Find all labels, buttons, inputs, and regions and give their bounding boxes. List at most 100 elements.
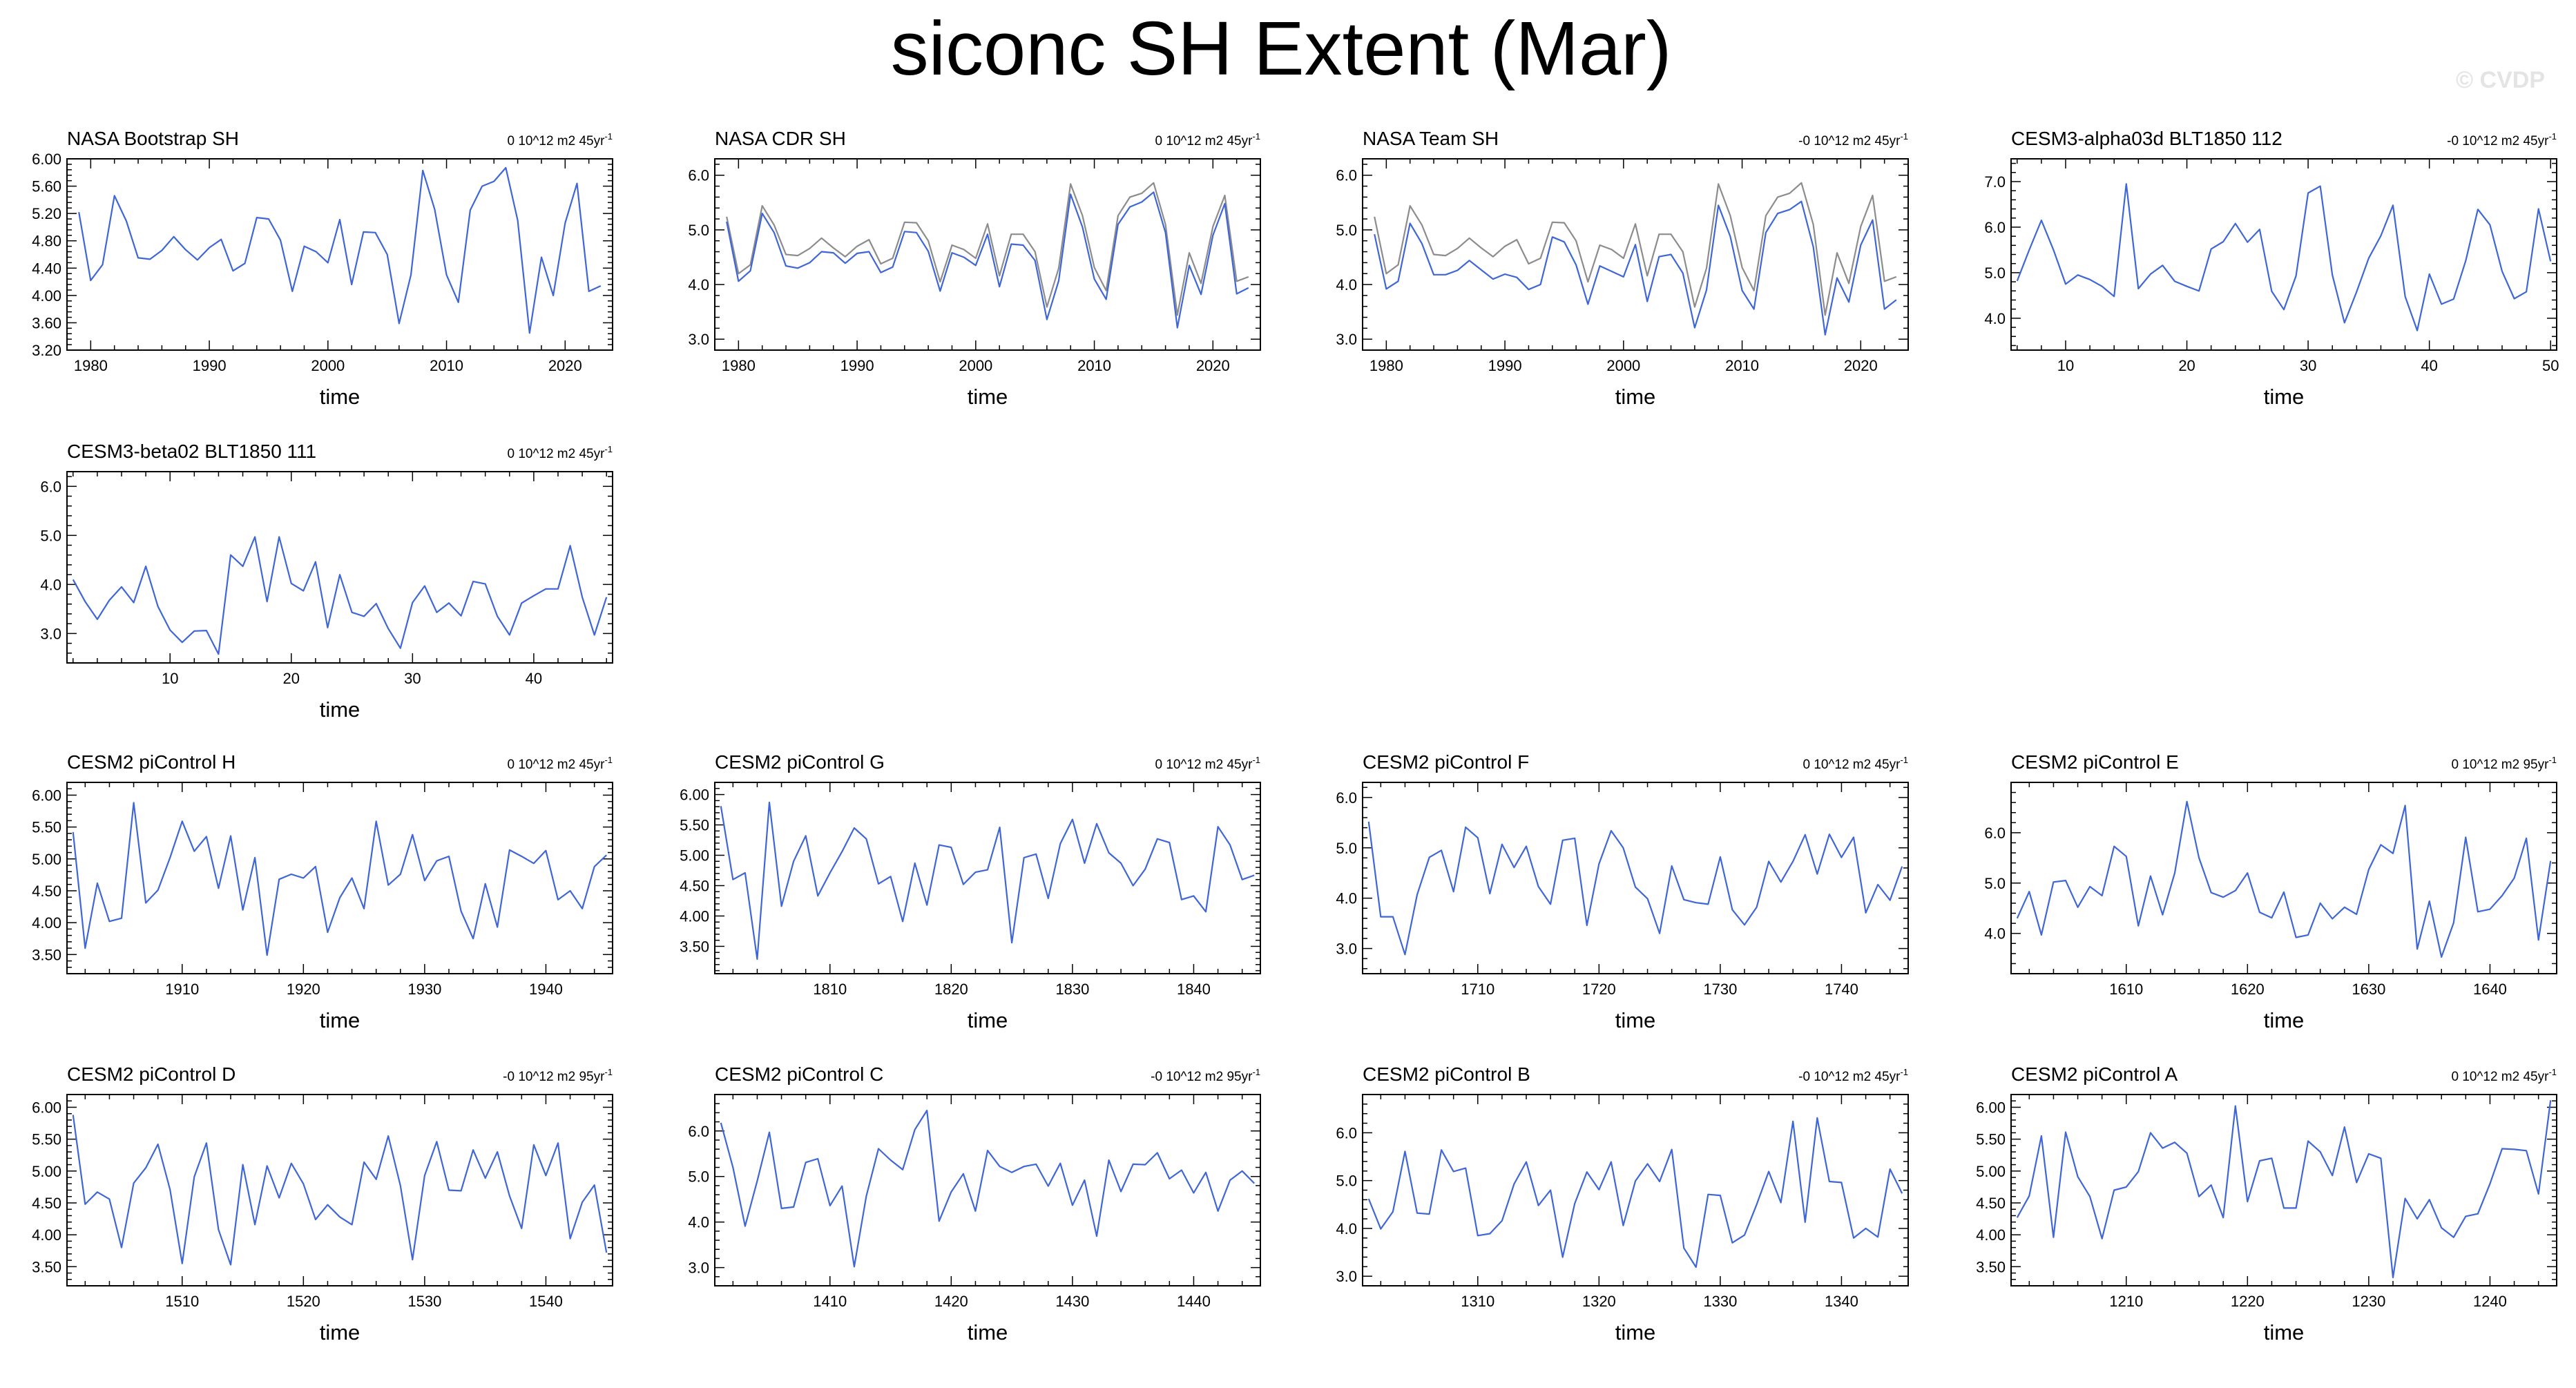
y-tick-label: 4.00	[32, 1226, 61, 1244]
y-tick-label: 4.80	[32, 233, 61, 250]
primary-series-line	[72, 1115, 608, 1266]
panel-title: CESM3-alpha03d BLT1850 112	[2011, 128, 2282, 149]
trend-label: 0 10^12 m2 45yr-1	[2451, 1067, 2557, 1084]
x-tick-label: 1540	[529, 1293, 563, 1310]
y-tick-label: 3.0	[1336, 1268, 1357, 1285]
x-tick-label: 1990	[193, 357, 227, 374]
trend-label: 0 10^12 m2 45yr-1	[1155, 131, 1260, 148]
x-tick-label: 1820	[934, 981, 968, 998]
y-tick-label: 5.0	[1336, 840, 1357, 857]
x-tick-label: 20	[283, 670, 300, 687]
y-tick-label: 6.00	[32, 1099, 61, 1116]
x-axis-label: time	[320, 385, 361, 409]
y-tick-label: 5.00	[1976, 1163, 2006, 1180]
trend-label: -0 10^12 m2 45yr-1	[1798, 131, 1908, 148]
trend-label: 0 10^12 m2 45yr-1	[507, 131, 613, 148]
y-tick-label: 3.50	[1976, 1258, 2006, 1275]
y-tick-label: 4.0	[1984, 925, 2006, 943]
x-tick-label: 1620	[2231, 981, 2265, 998]
x-tick-label: 30	[2300, 357, 2316, 374]
y-tick-label: 5.50	[680, 817, 709, 834]
y-tick-label: 4.0	[1336, 1220, 1357, 1237]
y-tick-label: 6.0	[1984, 219, 2006, 236]
primary-series-line	[2016, 800, 2552, 958]
y-tick-label: 6.0	[1336, 789, 1357, 807]
x-axis-label: time	[968, 385, 1008, 409]
x-axis-label: time	[968, 1008, 1008, 1032]
y-tick-label: 4.50	[680, 877, 709, 894]
panel: CESM2 piControl C -0 10^12 m2 95yr-1 1410 1…	[688, 1063, 1261, 1344]
trend-label: 0 10^12 m2 45yr-1	[1155, 755, 1260, 772]
x-tick-label: 1640	[2473, 981, 2507, 998]
trend-label: 0 10^12 m2 45yr-1	[507, 755, 613, 772]
y-tick-label: 7.0	[1984, 173, 2006, 191]
y-tick-label: 6.0	[688, 167, 709, 184]
y-tick-label: 5.0	[1984, 875, 2006, 892]
y-tick-label: 3.50	[680, 938, 709, 955]
y-tick-label: 3.20	[32, 342, 61, 359]
y-tick-label: 5.50	[32, 1131, 61, 1148]
primary-series-line	[2016, 1100, 2552, 1279]
x-tick-label: 1930	[407, 981, 441, 998]
y-tick-label: 6.0	[40, 478, 61, 495]
y-tick-label: 6.00	[680, 787, 709, 804]
x-tick-label: 2000	[1606, 357, 1640, 374]
plot-frame	[66, 158, 613, 351]
x-tick-label: 1240	[2473, 1293, 2507, 1310]
y-tick-label: 4.00	[32, 914, 61, 932]
x-axis-label: time	[968, 1320, 1008, 1344]
y-tick-label: 4.00	[680, 907, 709, 925]
y-tick-label: 4.0	[1984, 310, 2006, 327]
x-tick-label: 1220	[2231, 1293, 2265, 1310]
primary-series-line	[72, 536, 608, 655]
x-tick-label: 40	[2421, 357, 2437, 374]
primary-series-line	[72, 802, 607, 956]
panel: NASA Bootstrap SH 0 10^12 m2 45yr-1 1980 19…	[32, 128, 613, 409]
y-tick-label: 6.0	[1336, 167, 1357, 184]
x-tick-label: 1520	[287, 1293, 320, 1310]
x-tick-label: 1410	[813, 1293, 847, 1310]
x-tick-label: 1980	[722, 357, 756, 374]
panel: CESM2 piControl E 0 10^12 m2 95yr-1 1610 16…	[1984, 751, 2557, 1032]
comparison-series-line	[726, 182, 1249, 316]
x-tick-label: 2010	[430, 357, 463, 374]
x-tick-label: 2000	[959, 357, 992, 374]
plot-frame	[2010, 782, 2557, 974]
cvdp-watermark: © CVDP	[2456, 67, 2545, 93]
comparison-series-line	[1374, 182, 1897, 316]
x-tick-label: 1910	[165, 981, 199, 998]
x-axis-label: time	[2264, 1008, 2305, 1032]
x-tick-label: 1320	[1582, 1293, 1616, 1310]
y-tick-label: 5.00	[32, 1163, 61, 1180]
panel: CESM2 piControl F 0 10^12 m2 45yr-1 1710 17…	[1336, 751, 1909, 1032]
panel-title: CESM2 piControl A	[2011, 1063, 2178, 1085]
trend-label: -0 10^12 m2 95yr-1	[1151, 1067, 1260, 1084]
x-axis-label: time	[320, 1320, 361, 1344]
x-tick-label: 1830	[1055, 981, 1089, 998]
y-tick-label: 6.0	[1336, 1124, 1357, 1141]
panel-title: NASA Team SH	[1363, 128, 1499, 149]
y-tick-label: 4.0	[40, 576, 61, 593]
y-tick-label: 3.0	[40, 625, 61, 642]
panel-title: NASA CDR SH	[715, 128, 846, 149]
panel-title: NASA Bootstrap SH	[67, 128, 239, 149]
y-tick-label: 3.0	[1336, 331, 1357, 348]
y-tick-label: 6.00	[32, 151, 61, 168]
panel-title: CESM2 piControl C	[715, 1063, 883, 1085]
x-tick-label: 1920	[287, 981, 320, 998]
figure-title: siconc SH Extent (Mar)	[891, 6, 1672, 91]
primary-series-line	[1367, 1117, 1903, 1269]
y-tick-label: 4.0	[688, 276, 709, 293]
y-tick-label: 4.0	[688, 1214, 709, 1231]
trend-label: 0 10^12 m2 45yr-1	[1803, 755, 1908, 772]
x-tick-label: 1990	[1488, 357, 1522, 374]
x-tick-label: 1740	[1825, 981, 1858, 998]
x-tick-label: 1230	[2352, 1293, 2385, 1310]
y-tick-label: 3.0	[688, 1260, 709, 1277]
y-tick-label: 5.0	[40, 527, 61, 544]
y-tick-label: 5.60	[32, 178, 61, 195]
x-tick-label: 1310	[1461, 1293, 1494, 1310]
y-tick-label: 5.0	[688, 222, 709, 239]
y-tick-label: 4.50	[32, 883, 61, 900]
